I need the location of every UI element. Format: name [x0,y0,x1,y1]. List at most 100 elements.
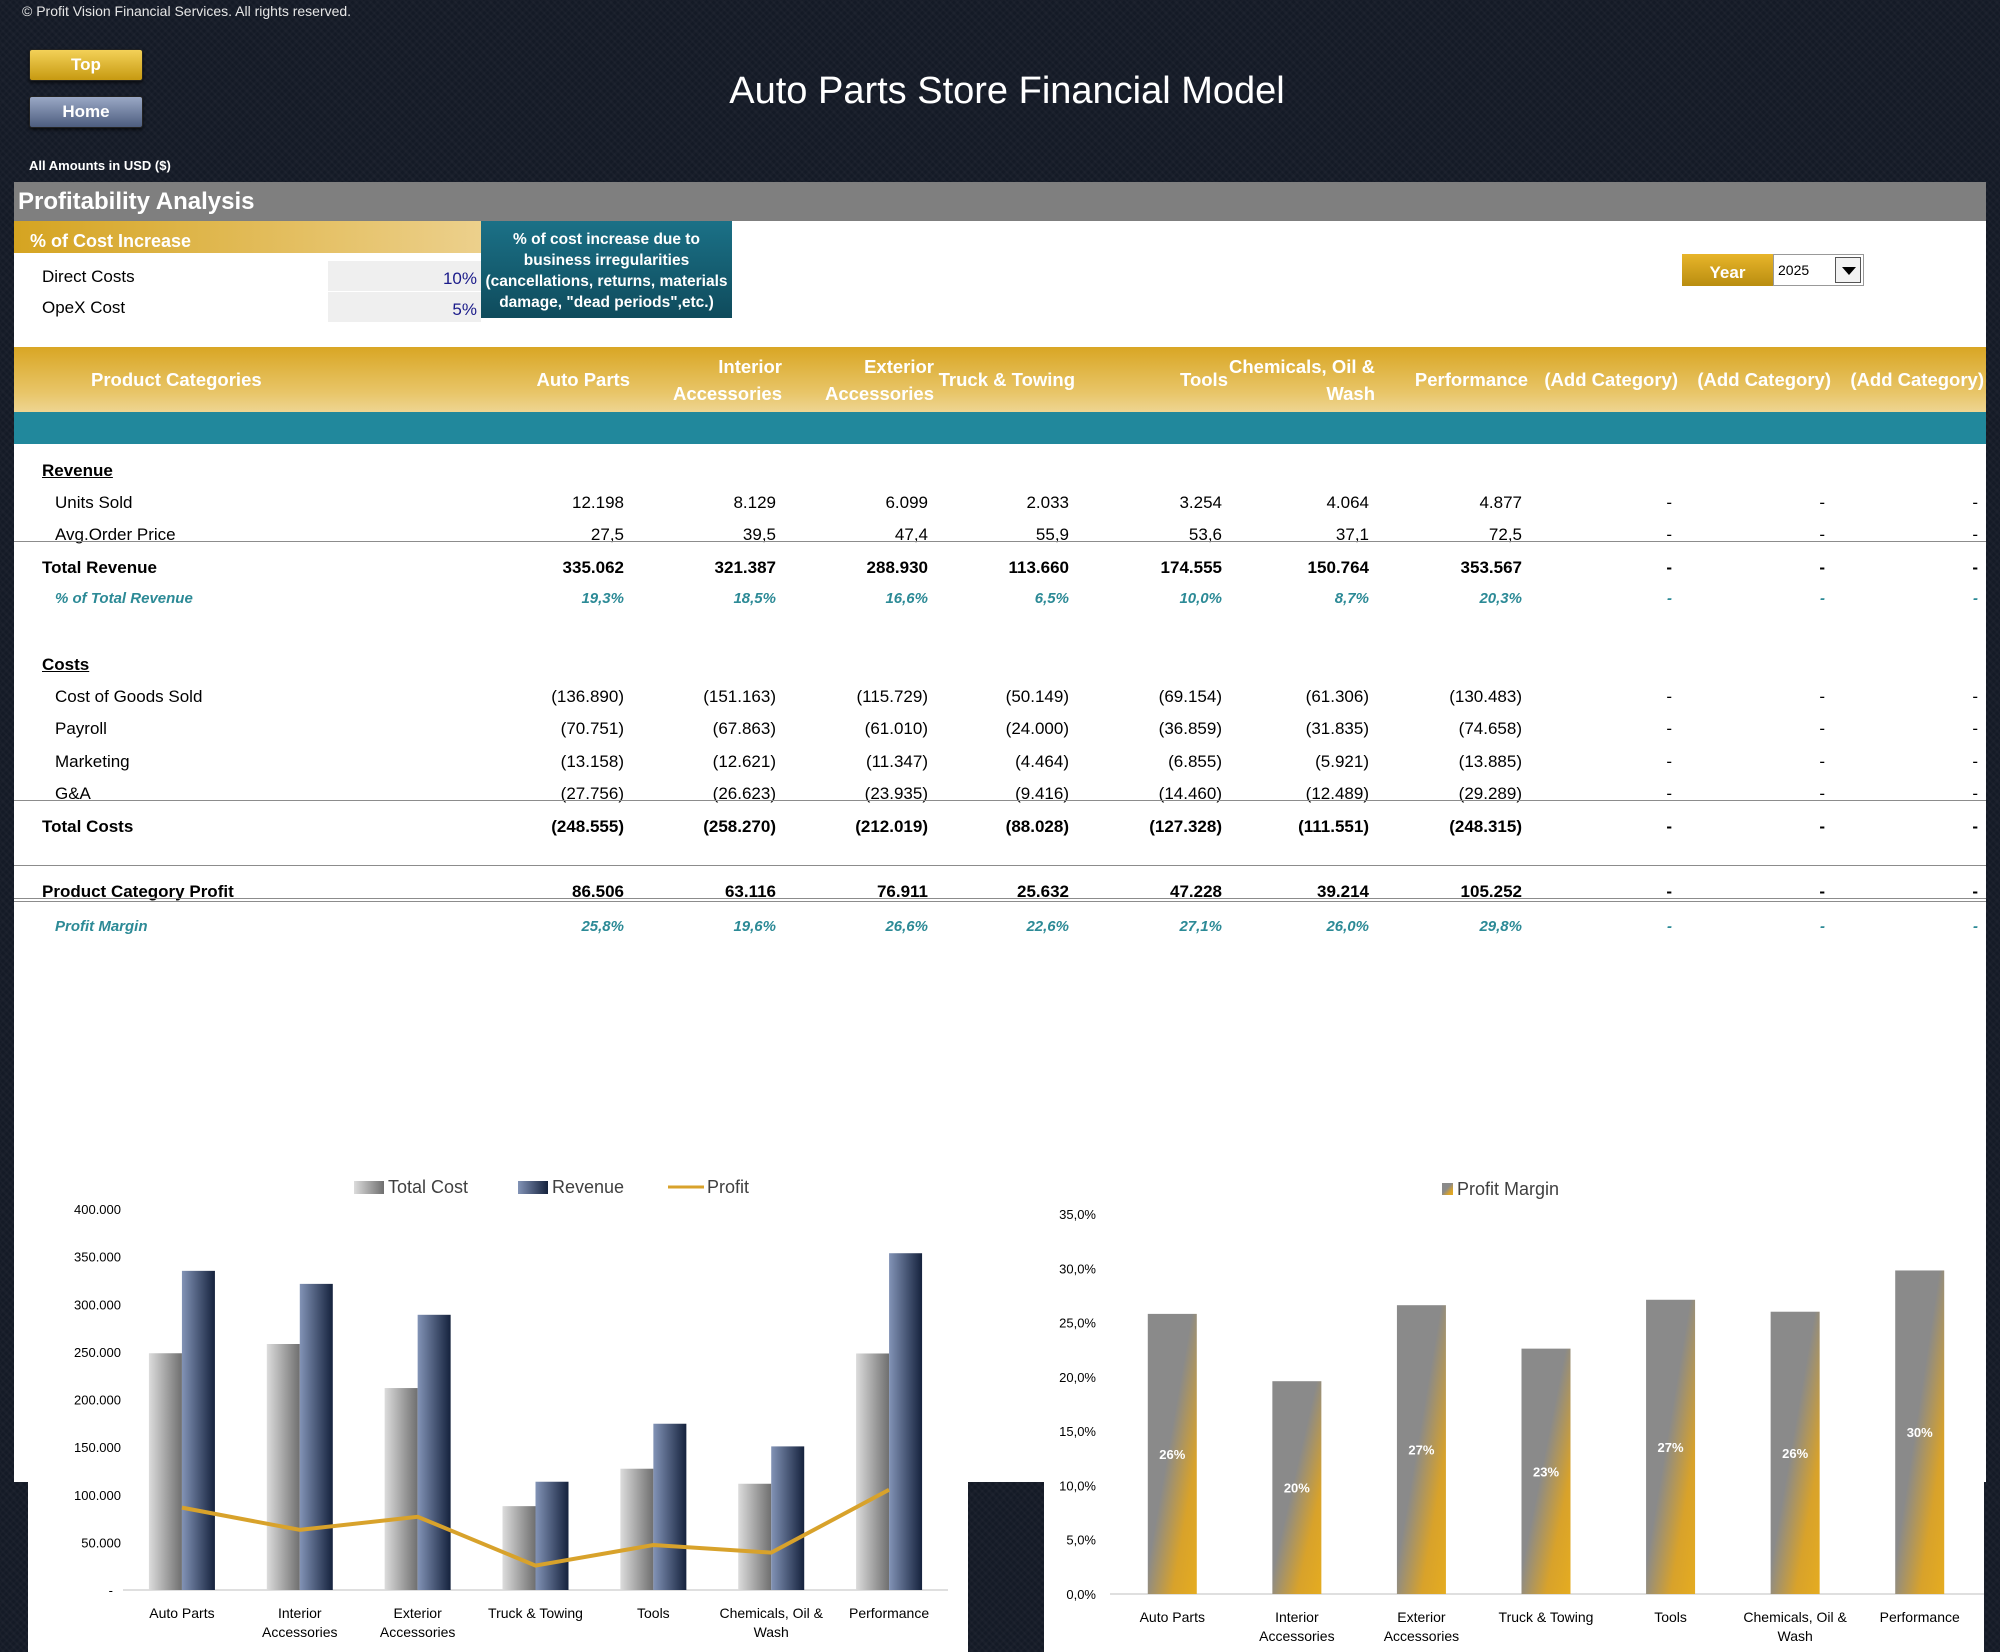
table-cell: (36.859) [1082,719,1222,739]
table-cell: - [1685,752,1825,772]
table-cell: 18,5% [636,590,776,607]
table-cell: 22,6% [929,918,1069,935]
table-cell: (12.621) [636,752,776,772]
table-cell: - [1532,784,1672,804]
x-tick-label: Accessories [262,1624,337,1640]
table-cell: 25,8% [484,918,624,935]
cost-increase-heading: % of Cost Increase [14,221,481,253]
table-cell: - [1685,558,1825,578]
total-cost-bar [385,1388,418,1590]
table-cell: - [1532,918,1672,935]
table-cell: 353.567 [1382,558,1522,578]
table-cell: 19,3% [484,590,624,607]
table-cell: 26,0% [1229,918,1369,935]
table-cell: (13.158) [484,752,624,772]
table-cell: 47.228 [1082,882,1222,902]
y-tick-label: 100.000 [74,1488,121,1503]
table-cell: (248.555) [484,817,624,837]
worksheet: Profitability Analysis % of Cost Increas… [14,182,1986,1482]
table-row-payroll: Payroll(70.751)(67.863)(61.010)(24.000)(… [14,713,1986,743]
table-cell: - [1685,687,1825,707]
x-tick-label: Wash [1778,1628,1813,1644]
table-cell: - [1685,817,1825,837]
row-label: Product Category Profit [42,882,234,902]
table-cell: - [1838,882,1978,902]
copyright-text: © Profit Vision Financial Services. All … [22,3,351,19]
x-tick-label: Wash [754,1624,789,1640]
x-tick-label: Accessories [380,1624,455,1640]
bar-data-label: 20% [1284,1481,1310,1496]
table-cell: (27.756) [484,784,624,804]
table-cell: (151.163) [636,687,776,707]
year-label: Year [1682,254,1773,286]
table-cell: - [1838,525,1978,545]
x-tick-label: Interior [1275,1609,1319,1625]
category-header-4: Tools [1078,347,1228,412]
category-header-3: Truck & Towing [925,347,1075,412]
table-cell: 105.252 [1382,882,1522,902]
table-row-total-costs: Total Costs(248.555)(258.270)(212.019)(8… [14,811,1986,841]
profit-margin-chart: 0,0%5,0%10,0%15,0%20,0%25,0%30,0%35,0%26… [1044,972,1984,1652]
header-separator-bar [14,412,1986,444]
table-cell: - [1838,687,1978,707]
costs-heading-label: Costs [42,655,89,675]
legend-label: Revenue [552,1177,624,1197]
total-cost-bar [267,1344,300,1590]
table-cell: 55,9 [929,525,1069,545]
bar-data-label: 23% [1533,1464,1559,1479]
table-cell: 26,6% [788,918,928,935]
legend-swatch [354,1181,384,1194]
table-cell: - [1532,817,1672,837]
category-header-8: (Add Category) [1681,347,1831,412]
table-cell: (9.416) [929,784,1069,804]
year-select[interactable]: 2025 [1773,254,1864,286]
table-cell: - [1532,719,1672,739]
x-tick-label: Chemicals, Oil & [1743,1609,1847,1625]
dropdown-arrow-icon[interactable] [1835,257,1861,283]
x-tick-label: Tools [1654,1609,1687,1625]
opex-cost-input[interactable]: 5% [328,292,481,322]
table-cell: 39.214 [1229,882,1369,902]
y-tick-label: 400.000 [74,1202,121,1217]
table-cell: - [1685,525,1825,545]
table-cell: (50.149) [929,687,1069,707]
table-cell: - [1838,590,1978,607]
total-cost-bar [620,1469,653,1590]
table-cell: (29.289) [1382,784,1522,804]
table-cell: 16,6% [788,590,928,607]
table-cell: - [1838,493,1978,513]
total-cost-bar [149,1353,182,1590]
row-label: Avg.Order Price [55,525,176,545]
table-cell: 3.254 [1082,493,1222,513]
table-cell: (111.551) [1229,817,1369,837]
table-cell: (130.483) [1382,687,1522,707]
table-cell: (136.890) [484,687,624,707]
table-cell: 8,7% [1229,590,1369,607]
note-line: business irregularities [481,250,732,271]
table-divider [14,541,1986,542]
bar-data-label: 26% [1782,1446,1808,1461]
y-tick-label: 50.000 [81,1535,121,1550]
table-cell: 321.387 [636,558,776,578]
category-header-2: Exterior Accessories [784,347,934,412]
revenue-bar [418,1315,451,1590]
category-header-1: Interior Accessories [632,347,782,412]
legend-label: Total Cost [388,1177,468,1197]
table-cell: (14.460) [1082,784,1222,804]
row-label: Cost of Goods Sold [55,687,202,707]
table-cell: (11.347) [788,752,928,772]
table-cell: 113.660 [929,558,1069,578]
row-label: Marketing [55,752,130,772]
row-label: Total Revenue [42,558,157,578]
legend-label: Profit Margin [1457,1179,1559,1199]
revenue-bar [889,1253,922,1590]
category-header-5: Chemicals, Oil & Wash [1225,347,1375,412]
table-cell: 4.064 [1229,493,1369,513]
x-tick-label: Truck & Towing [1499,1609,1594,1625]
table-cell: (12.489) [1229,784,1369,804]
direct-costs-input[interactable]: 10% [328,261,481,291]
table-cell: - [1685,918,1825,935]
